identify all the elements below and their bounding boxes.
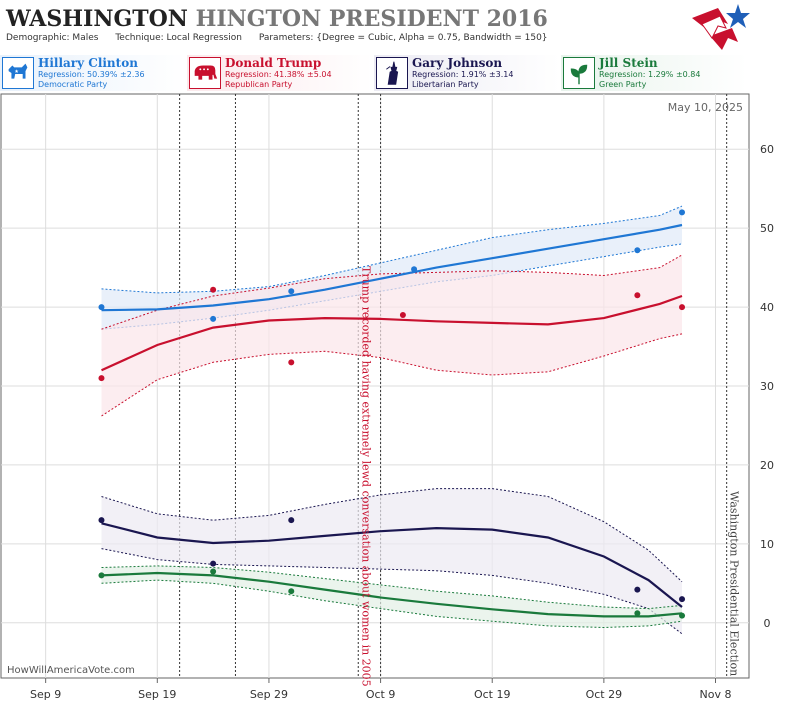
candidate-regression: Regression: 50.39% ±2.36 [38, 70, 145, 79]
jill-stein-lower-bound [101, 579, 683, 629]
title-state: WASHINGTON [6, 6, 188, 32]
candidate-party: Green Party [599, 80, 647, 89]
gary-johnson-lower-bound [101, 548, 683, 635]
candidate-party: Democratic Party [38, 80, 108, 89]
gary-johnson-poll-point [98, 517, 105, 524]
candidate-donald-trump: Donald Trump Regression: 41.38% ±5.04 Repu… [187, 55, 373, 91]
hillary-clinton-lower-bound [101, 243, 683, 330]
donald-trump-poll-point [288, 359, 295, 366]
regression-chart: 0 10 20 30 40 50 60 Sep 9 Sep 19 Sep 29 Oct 9 Oct 1… [0, 93, 774, 701]
statue-of-liberty-icon [376, 57, 408, 89]
candidate-hillary-clinton: Hillary Clinton Regression: 50.39% ±2.36 D… [0, 55, 186, 91]
date-label: May 10, 2025 [668, 101, 743, 114]
candidate-name: Jill Stein [599, 56, 658, 70]
parameters-line: Demographic: Males Technique: Local Regr… [6, 33, 562, 43]
chart-header: WASHINGTON HINGTON PRESIDENT 2016 Demogr… [0, 0, 789, 92]
candidate-name: Hillary Clinton [38, 56, 138, 70]
gary-johnson-upper-bound [101, 488, 683, 583]
gary-johnson-regression-line [101, 522, 683, 608]
donald-trump-poll-point [399, 311, 406, 318]
jill-stein-poll-point [98, 572, 105, 579]
donald-trump-poll-point [210, 286, 217, 293]
jill-stein-poll-point [288, 588, 295, 595]
y-tick-label: 40 [760, 301, 774, 314]
gary-johnson-confidence-band [101, 488, 682, 634]
candidate-regression: Regression: 1.29% ±0.84 [599, 70, 701, 79]
plant-icon [563, 57, 595, 89]
candidate-party: Libertarian Party [412, 80, 479, 89]
y-tick-label: 60 [760, 143, 774, 156]
candidate-party: Republican Party [225, 80, 293, 89]
jill-stein-poll-point [210, 568, 217, 575]
donald-trump-poll-point [679, 304, 686, 311]
gary-johnson-poll-point [679, 596, 686, 603]
donald-trump-poll-point [634, 292, 641, 299]
event-annotation: Washington Presidential Election [728, 491, 741, 676]
x-tick-label: Oct 9 [366, 688, 396, 701]
x-tick-label: Oct 29 [586, 688, 623, 701]
x-tick-label: Sep 19 [138, 688, 176, 701]
gary-johnson-poll-point [634, 586, 641, 593]
title-race: HINGTON PRESIDENT 2016 [195, 6, 548, 32]
star-flag-logo-icon [692, 4, 750, 50]
jill-stein-poll-point [634, 610, 641, 617]
donkey-icon [2, 57, 34, 89]
jill-stein-regression-line [101, 571, 683, 618]
credit-label: HowWillAmericaVote.com [7, 665, 135, 676]
event-annotation: Trump recorded having extremely lewd con… [359, 266, 372, 687]
y-tick-label: 30 [760, 380, 774, 393]
hillary-clinton-poll-point [210, 315, 217, 322]
y-tick-label: 0 [764, 617, 771, 630]
candidate-regression: Regression: 41.38% ±5.04 [225, 70, 332, 79]
x-tick-label: Sep 29 [250, 688, 288, 701]
y-tick-label: 20 [760, 459, 774, 472]
hillary-clinton-poll-point [679, 209, 686, 216]
gary-johnson-poll-point [210, 560, 217, 567]
candidate-regression: Regression: 1.91% ±3.14 [412, 70, 514, 79]
gary-johnson-poll-point [288, 517, 295, 524]
donald-trump-poll-point [98, 375, 105, 382]
hillary-clinton-poll-point [634, 247, 641, 254]
x-tick-label: Sep 9 [30, 688, 61, 701]
jill-stein-upper-bound [101, 565, 683, 610]
donald-trump-confidence-band [101, 255, 682, 416]
hillary-clinton-regression-line [101, 223, 683, 312]
demographic-label: Demographic: Males [6, 33, 99, 43]
chart-title: WASHINGTON HINGTON PRESIDENT 2016 [6, 6, 548, 32]
hillary-clinton-poll-point [411, 266, 418, 273]
elephant-icon [189, 57, 221, 89]
technique-label: Technique: Local Regression [115, 33, 242, 43]
candidate-legend: Hillary Clinton Regression: 50.39% ±2.36 D… [0, 55, 789, 91]
y-tick-label: 10 [760, 538, 774, 551]
x-tick-label: Oct 19 [474, 688, 511, 701]
hillary-clinton-poll-point [98, 304, 105, 311]
jill-stein-poll-point [679, 612, 686, 619]
candidate-jill-stein: Jill Stein Regression: 1.29% ±0.84 Green P… [561, 55, 747, 91]
hillary-clinton-poll-point [288, 288, 295, 295]
candidate-gary-johnson: Gary Johnson Regression: 1.91% ±3.14 Liber… [374, 55, 560, 91]
candidate-name: Donald Trump [225, 56, 322, 70]
donald-trump-regression-line [101, 294, 683, 372]
y-tick-label: 50 [760, 222, 774, 235]
parameters-label: Parameters: {Degree = Cubic, Alpha = 0.7… [258, 33, 548, 43]
candidate-name: Gary Johnson [412, 56, 503, 70]
x-tick-label: Nov 8 [700, 688, 732, 701]
